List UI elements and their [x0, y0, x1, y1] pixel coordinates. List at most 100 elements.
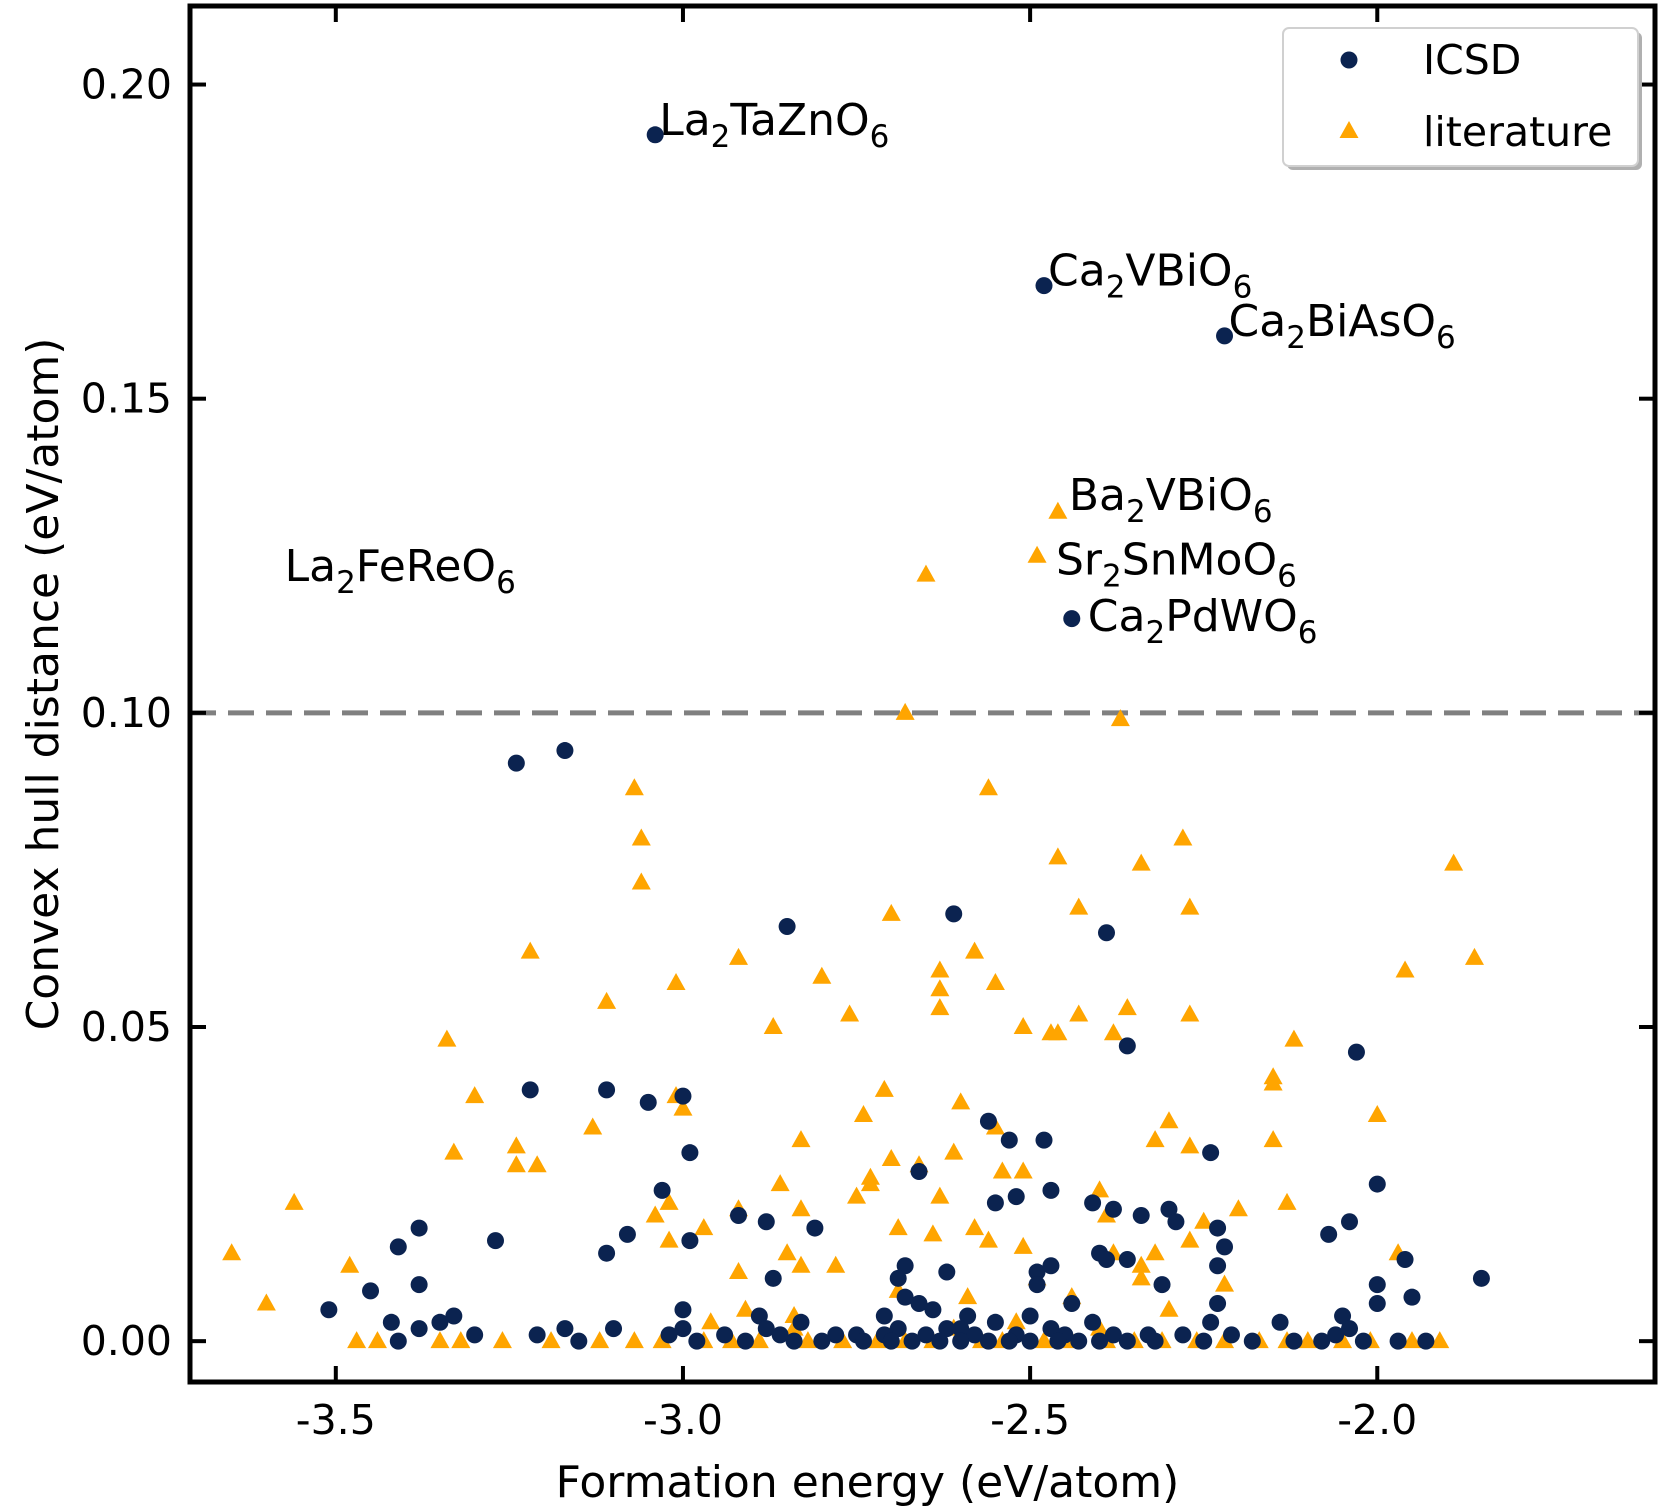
icsd-point — [1320, 1225, 1338, 1243]
icsd-point — [570, 1332, 588, 1350]
literature-point — [597, 991, 617, 1009]
literature-point — [1402, 1331, 1422, 1349]
icsd-point — [889, 1320, 907, 1338]
icsd-point — [854, 1332, 872, 1350]
literature-point — [791, 1255, 811, 1273]
icsd-point — [757, 1213, 775, 1231]
icsd-point — [1396, 1250, 1414, 1268]
icsd-point — [1118, 1250, 1136, 1268]
icsd-point — [896, 1288, 914, 1306]
icsd-point — [1104, 1326, 1122, 1344]
icsd-point — [730, 1206, 748, 1224]
icsd-point — [598, 1081, 616, 1099]
literature-point — [895, 702, 915, 720]
icsd-point — [660, 1326, 678, 1344]
icsd-point — [785, 1332, 803, 1350]
icsd-point — [1160, 1200, 1178, 1218]
literature-point — [881, 903, 901, 921]
literature-point — [798, 1331, 818, 1349]
literature-point — [770, 1174, 790, 1192]
icsd-point — [1472, 1269, 1490, 1287]
icsd-point — [792, 1313, 810, 1331]
icsd-point — [556, 742, 574, 760]
literature-point — [527, 1155, 547, 1173]
literature-point — [735, 1299, 755, 1317]
icsd-point — [1417, 1332, 1435, 1350]
formula-subscript: 6 — [1253, 494, 1273, 530]
literature-point — [1263, 1130, 1283, 1148]
icsd-point — [688, 1332, 706, 1350]
literature-point — [1034, 1331, 1054, 1349]
literature-point — [1069, 897, 1089, 915]
icsd-point — [1146, 1332, 1164, 1350]
icsd-point — [1209, 1219, 1227, 1237]
formula-text: La — [285, 541, 336, 592]
icsd-point — [757, 1320, 775, 1338]
icsd-point — [1368, 1294, 1386, 1312]
icsd-point — [1313, 1332, 1331, 1350]
icsd-point — [1028, 1276, 1046, 1294]
literature-point — [1048, 501, 1068, 519]
icsd-point — [952, 1332, 970, 1350]
literature-point — [1013, 1161, 1033, 1179]
icsd-point — [1000, 1332, 1018, 1350]
icsd-point — [910, 1163, 928, 1181]
x-axis-label: Formation energy (eV/atom) — [556, 1457, 1180, 1507]
icsd-point — [1153, 1276, 1171, 1294]
literature-point — [506, 1155, 526, 1173]
literature-point — [930, 998, 950, 1016]
literature-point — [256, 1293, 276, 1311]
compound-label: Sr2SnMoO6 — [1056, 535, 1297, 595]
icsd-point — [382, 1313, 400, 1331]
icsd-point — [1063, 610, 1081, 628]
literature-point — [923, 1224, 943, 1242]
literature-point — [1013, 1017, 1033, 1035]
formula-text: VBiO — [1125, 246, 1232, 297]
icsd-point — [910, 1294, 928, 1312]
literature-point — [930, 960, 950, 978]
literature-point — [1159, 1111, 1179, 1129]
literature-point — [1131, 1255, 1151, 1273]
literature-point — [492, 1331, 512, 1349]
icsd-point — [1403, 1288, 1421, 1306]
icsd-point — [1216, 327, 1234, 345]
icsd-point — [521, 1081, 539, 1099]
icsd-point — [1035, 277, 1053, 295]
y-tick-label: 0.10 — [81, 689, 172, 737]
icsd-point — [486, 1232, 504, 1250]
literature-point — [965, 941, 985, 959]
literature-point — [1048, 847, 1068, 865]
icsd-point — [917, 1326, 935, 1344]
icsd-point — [1132, 1206, 1150, 1224]
literature-point — [1048, 1023, 1068, 1041]
icsd-point — [1222, 1326, 1240, 1344]
literature-point — [777, 1243, 797, 1261]
icsd-point — [1049, 1332, 1067, 1350]
literature-point — [978, 778, 998, 796]
icsd-point — [605, 1320, 623, 1338]
literature-point — [826, 1255, 846, 1273]
icsd-point — [1327, 1326, 1345, 1344]
literature-point — [347, 1331, 367, 1349]
literature-point — [749, 1331, 769, 1349]
formula-text: TaZnO — [729, 95, 869, 146]
icsd-point — [1167, 1213, 1185, 1231]
literature-point — [729, 1262, 749, 1280]
formula-subscript: 6 — [1277, 559, 1297, 595]
icsd-point — [986, 1313, 1004, 1331]
formula-text: PdWO — [1165, 591, 1298, 642]
icsd-point — [389, 1332, 407, 1350]
icsd-point — [1285, 1332, 1303, 1350]
legend-icsd-marker — [1340, 51, 1358, 69]
literature-point — [583, 1117, 603, 1135]
compound-label: Ca2PdWO6 — [1088, 591, 1318, 651]
literature-point — [659, 1192, 679, 1210]
literature-point — [916, 564, 936, 582]
x-tick-label: -3.5 — [296, 1396, 376, 1444]
legend-box — [1282, 27, 1639, 167]
literature-point — [763, 1017, 783, 1035]
literature-point — [506, 1136, 526, 1154]
formula-subscript: 2 — [336, 565, 356, 601]
literature-point — [965, 1218, 985, 1236]
literature-point — [1284, 1029, 1304, 1047]
